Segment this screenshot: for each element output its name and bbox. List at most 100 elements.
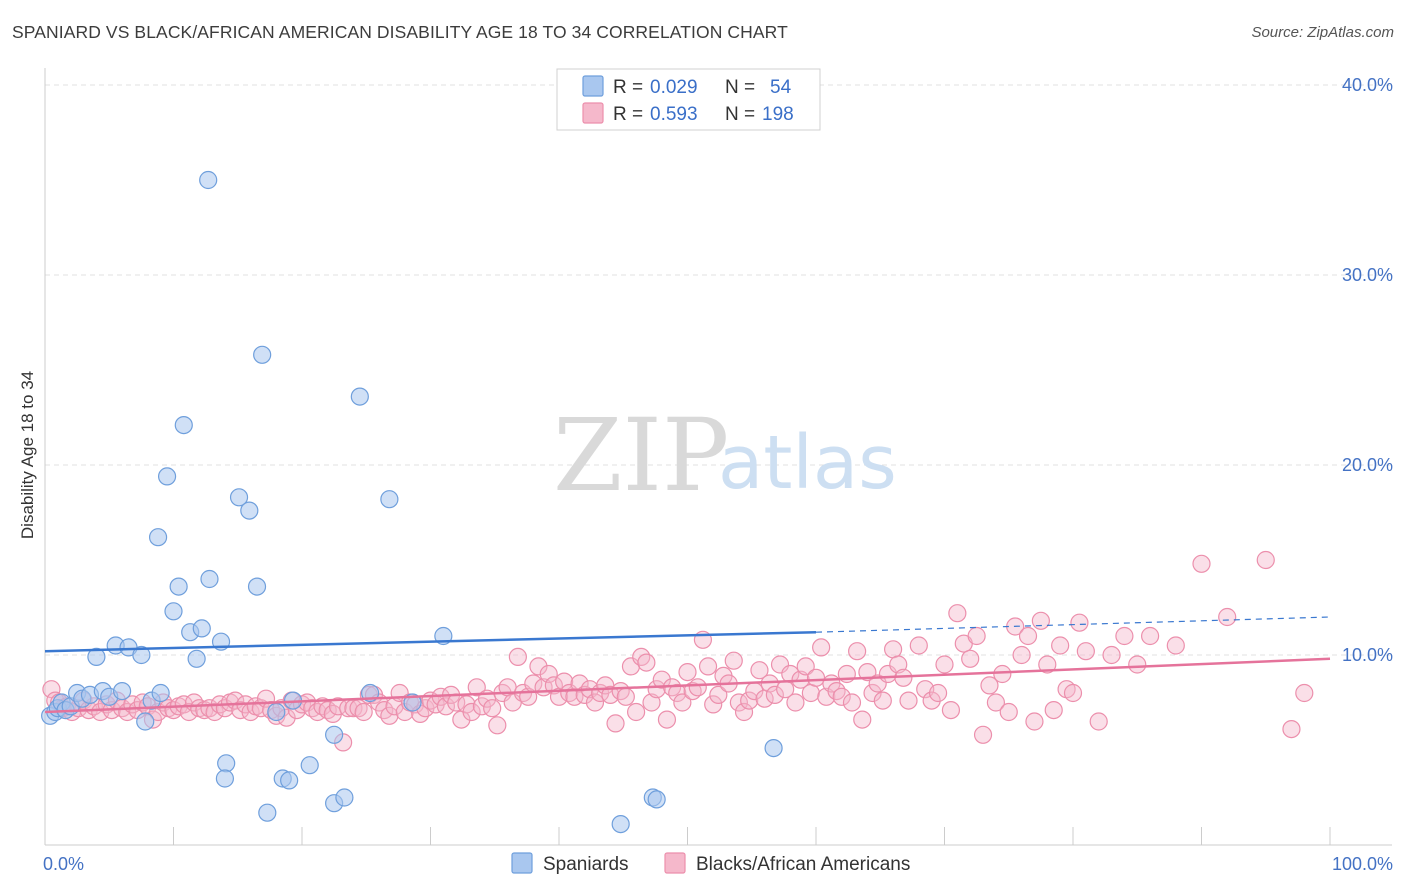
blacks-point-172 bbox=[935, 655, 954, 674]
blacks-point-130 bbox=[709, 685, 728, 705]
legend-n-value-0: 54 bbox=[770, 77, 792, 98]
blacks-point-170 bbox=[922, 691, 941, 710]
series-blacks-points bbox=[42, 550, 1314, 752]
blacks-point-83 bbox=[467, 678, 486, 697]
legend-r-value-1: 0.593 bbox=[650, 104, 698, 125]
blacks-point-112 bbox=[616, 687, 635, 706]
blacks-point-158 bbox=[853, 710, 872, 729]
blacks-point-196 bbox=[1102, 645, 1121, 665]
y-tick-labels: 10.0% 20.0% 30.0% 40.0% bbox=[1342, 75, 1393, 665]
bottom-legend-spaniards: Spaniards bbox=[543, 854, 629, 875]
blacks-point-164 bbox=[883, 640, 903, 659]
blacks-point-97 bbox=[539, 664, 558, 684]
blacks-point-61 bbox=[354, 702, 373, 722]
blacks-point-177 bbox=[967, 626, 986, 646]
blacks-point-195 bbox=[1089, 712, 1108, 731]
spaniards-point-42 bbox=[325, 725, 344, 744]
blacks-point-185 bbox=[1018, 626, 1038, 646]
blacks-point-110 bbox=[606, 714, 625, 733]
spaniards-point-33 bbox=[240, 501, 259, 520]
y-tick-label-0: 10.0% bbox=[1342, 645, 1393, 665]
spaniards-point-9 bbox=[87, 647, 106, 667]
spaniards-point-34 bbox=[247, 577, 267, 596]
blacks-point-188 bbox=[1038, 655, 1057, 674]
spaniards-point-16 bbox=[136, 712, 155, 731]
blacks-point-118 bbox=[647, 680, 666, 699]
legend-n-label-0: N = bbox=[725, 77, 755, 98]
blacks-point-106 bbox=[585, 693, 605, 712]
y-axis-title: Disability Age 18 to 34 bbox=[18, 371, 37, 539]
trend-lines bbox=[44, 616, 1331, 714]
blacks-point-150 bbox=[812, 638, 831, 657]
spaniards-point-53 bbox=[764, 738, 783, 758]
spaniards-point-27 bbox=[199, 170, 218, 190]
blacks-point-133 bbox=[724, 651, 743, 670]
blacks-point-176 bbox=[961, 649, 980, 668]
blacks-point-135 bbox=[734, 702, 754, 722]
bottom-legend-swatch-spaniards bbox=[511, 852, 533, 874]
spaniards-point-45 bbox=[350, 387, 369, 406]
blacks-point-180 bbox=[986, 693, 1006, 712]
spaniards-point-26 bbox=[192, 619, 211, 638]
y-tick-label-3: 40.0% bbox=[1342, 75, 1393, 95]
bottom-legend-swatch-blacks bbox=[664, 852, 686, 874]
blacks-point-190 bbox=[1051, 636, 1070, 655]
legend-r-value-0: 0.029 bbox=[650, 77, 698, 98]
blacks-point-77 bbox=[436, 697, 456, 716]
blacks-point-65 bbox=[375, 700, 394, 720]
blacks-point-181 bbox=[993, 664, 1012, 684]
blacks-point-202 bbox=[1218, 607, 1237, 627]
blacks-point-116 bbox=[637, 653, 656, 672]
blacks-point-200 bbox=[1166, 636, 1185, 655]
blacks-point-27 bbox=[179, 702, 199, 722]
blacks-point-186 bbox=[1025, 712, 1044, 731]
spaniards-point-52 bbox=[647, 790, 666, 809]
spaniards-point-50 bbox=[611, 814, 630, 834]
x-tick-labels: 0.0% 100.0% bbox=[43, 854, 1393, 874]
spaniards-point-15 bbox=[132, 645, 151, 665]
blacks-point-122 bbox=[668, 683, 687, 703]
blacks-point-123 bbox=[673, 693, 692, 712]
blacks-point-147 bbox=[796, 657, 815, 676]
blacks-point-129 bbox=[704, 695, 723, 714]
x-tick-label-0: 0.0% bbox=[43, 854, 84, 874]
blacks-point-82 bbox=[462, 702, 481, 722]
spaniards-point-44 bbox=[335, 788, 354, 807]
blacks-point-149 bbox=[806, 668, 826, 687]
blacks-point-160 bbox=[863, 683, 882, 703]
bottom-legend-blacks: Blacks/African Americans bbox=[696, 854, 910, 875]
blacks-point-194 bbox=[1076, 642, 1095, 661]
spaniards-point-28 bbox=[200, 569, 219, 589]
blacks-point-182 bbox=[999, 702, 1018, 722]
source-credit: Source: ZipAtlas.com bbox=[1251, 24, 1394, 41]
watermark-zip: ZIP bbox=[553, 397, 729, 514]
spaniards-point-23 bbox=[174, 416, 193, 435]
blacks-point-173 bbox=[941, 700, 961, 720]
grid-lines bbox=[45, 84, 1392, 656]
legend-n-value-1: 198 bbox=[762, 104, 794, 125]
blacks-point-167 bbox=[899, 691, 918, 710]
spaniards-trend-extension bbox=[815, 616, 1331, 633]
blacks-point-141 bbox=[765, 685, 784, 705]
blacks-point-171 bbox=[928, 683, 948, 703]
spaniards-point-48 bbox=[403, 693, 422, 712]
blacks-point-201 bbox=[1192, 554, 1211, 573]
legend-n-label-1: N = bbox=[725, 104, 755, 125]
blacks-point-115 bbox=[632, 647, 651, 667]
blacks-point-179 bbox=[980, 676, 999, 695]
spaniards-point-41 bbox=[300, 756, 319, 775]
spaniards-trend-line bbox=[44, 630, 817, 653]
blacks-point-205 bbox=[1295, 683, 1314, 703]
legend-swatch-spaniards bbox=[582, 75, 604, 97]
blacks-point-10 bbox=[91, 702, 110, 722]
spaniards-point-19 bbox=[148, 528, 168, 547]
spaniards-point-25 bbox=[187, 649, 206, 668]
blacks-point-109 bbox=[601, 685, 620, 705]
blacks-point-138 bbox=[750, 661, 769, 680]
spaniards-point-37 bbox=[267, 702, 286, 722]
blacks-point-153 bbox=[827, 681, 846, 701]
watermark: ZIP atlas bbox=[553, 397, 897, 514]
blacks-point-86 bbox=[483, 699, 502, 718]
spaniards-point-31 bbox=[215, 769, 234, 788]
blacks-point-199 bbox=[1140, 626, 1160, 646]
